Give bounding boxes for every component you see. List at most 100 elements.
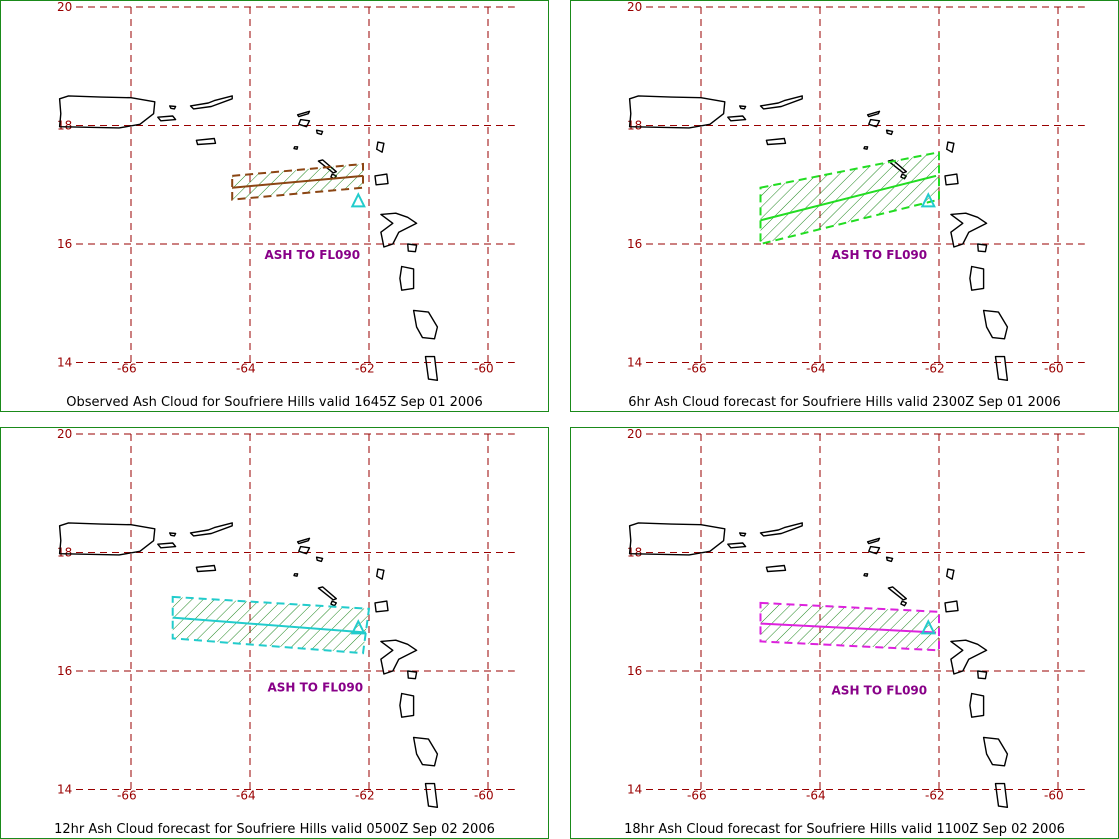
vieques-coast: [157, 542, 177, 549]
barbuda-coast: [946, 568, 955, 580]
nevis-coast: [330, 600, 337, 607]
dominica-coast: [969, 692, 985, 718]
antigua-coast: [374, 173, 389, 186]
panel-caption: 6hr Ash Cloud forecast for Soufriere Hil…: [628, 395, 1061, 410]
st-barts-coast: [885, 556, 894, 563]
panel-caption: 18hr Ash Cloud forecast for Soufriere Hi…: [624, 822, 1065, 837]
coastlines: [58, 522, 439, 808]
lat-label: 14: [627, 783, 642, 797]
puerto-rico-coast: [628, 95, 726, 129]
puerto-rico-coast: [58, 522, 156, 556]
st-croix-coast: [195, 137, 217, 146]
st-croix-coast: [765, 564, 787, 573]
st-barts-coast: [315, 556, 324, 563]
lon-label: -64: [236, 789, 256, 803]
ash-cloud-map-svg: 20 18 16 14 -66 -64 -62 -60 ASH TO FL090: [627, 1, 1085, 381]
ash-altitude-label: ASH TO FL090: [832, 684, 928, 698]
st-barts-coast: [315, 129, 324, 136]
coastlines: [58, 95, 439, 381]
puerto-rico-coast: [58, 95, 156, 129]
virgin-islands-coast: [189, 522, 233, 537]
puerto-rico-coast: [628, 522, 726, 556]
saba-coast: [293, 146, 299, 150]
lat-label: 20: [57, 1, 72, 14]
anguilla-coast: [866, 110, 881, 118]
lon-label: -66: [117, 362, 137, 376]
volcano-triangle-icon: [920, 192, 936, 208]
lon-label: -62: [355, 362, 375, 376]
lon-label: -64: [806, 789, 826, 803]
nevis-coast: [900, 600, 907, 607]
ash-altitude-label: ASH TO FL090: [267, 681, 363, 695]
coastlines: [628, 95, 1009, 381]
lat-lon-grid: [76, 6, 515, 363]
virgin-islands-coast: [759, 95, 803, 110]
st-kitts-coast: [317, 586, 337, 601]
volcano-triangle-icon: [350, 192, 366, 208]
st-lucia-coast: [424, 782, 439, 808]
martinique-coast: [412, 736, 439, 767]
st-lucia-coast: [994, 355, 1009, 381]
lon-label: -66: [687, 362, 707, 376]
st-martin-coast: [868, 545, 881, 555]
virgin-islands-coast: [189, 95, 233, 110]
antigua-coast: [944, 173, 959, 186]
vieques-coast: [727, 542, 747, 549]
panel-caption: Observed Ash Cloud for Soufriere Hills v…: [66, 395, 483, 410]
vieques-coast: [727, 115, 747, 122]
anguilla-coast: [296, 537, 311, 545]
lat-label: 14: [57, 783, 72, 797]
martinique-coast: [982, 309, 1009, 340]
ash-cloud-map-svg: 20 18 16 14 -66 -64 -62 -60 ASH TO FL090: [57, 1, 515, 381]
culebra-coast: [168, 532, 177, 537]
lat-label: 14: [627, 356, 642, 370]
ash-trajectory-line: [760, 174, 937, 222]
ash-trajectory-line: [232, 174, 364, 189]
lat-label: 18: [57, 546, 72, 560]
martinique-coast: [982, 736, 1009, 767]
lat-label: 18: [57, 119, 72, 133]
ash-altitude-label: ASH TO FL090: [265, 248, 361, 262]
vieques-coast: [157, 115, 177, 122]
lon-label: -66: [117, 789, 137, 803]
st-lucia-coast: [994, 782, 1009, 808]
ash-trajectory-line: [172, 616, 367, 634]
lat-lon-grid: [76, 433, 515, 790]
coastlines: [628, 522, 1009, 808]
panel-caption: 12hr Ash Cloud forecast for Soufriere Hi…: [54, 822, 495, 837]
st-croix-coast: [195, 564, 217, 573]
guadeloupe-coast: [950, 639, 988, 675]
st-barts-coast: [885, 129, 894, 136]
st-martin-coast: [298, 545, 311, 555]
lat-label: 16: [57, 237, 72, 251]
lon-label: -62: [355, 789, 375, 803]
virgin-islands-coast: [759, 522, 803, 537]
barbuda-coast: [376, 568, 385, 580]
st-kitts-coast: [887, 586, 907, 601]
dominica-coast: [399, 265, 415, 291]
antigua-coast: [944, 600, 959, 613]
guadeloupe-coast: [380, 639, 418, 675]
st-croix-coast: [765, 137, 787, 146]
map-panel-18hr-forecast: 20 18 16 14 -66 -64 -62 -60 ASH TO FL090 18hr As…: [570, 427, 1119, 839]
marie-galante-coast: [977, 243, 988, 253]
antigua-coast: [374, 600, 389, 613]
ash-cloud-map-svg: 20 18 16 14 -66 -64 -62 -60 ASH TO FL090: [627, 428, 1085, 808]
saba-coast: [293, 573, 299, 577]
st-lucia-coast: [424, 355, 439, 381]
culebra-coast: [168, 105, 177, 110]
st-martin-coast: [868, 118, 881, 128]
lat-label: 16: [57, 664, 72, 678]
lat-label: 18: [627, 546, 642, 560]
lon-label: -60: [1044, 362, 1064, 376]
saba-coast: [863, 146, 869, 150]
lon-label: -62: [925, 789, 945, 803]
lon-label: -62: [925, 362, 945, 376]
st-martin-coast: [298, 118, 311, 128]
ash-cloud-map-svg: 20 18 16 14 -66 -64 -62 -60 ASH TO FL090: [57, 428, 515, 808]
lat-lon-grid: [646, 6, 1085, 363]
lat-label: 20: [57, 428, 72, 441]
lat-lon-grid: [646, 433, 1085, 790]
culebra-coast: [738, 105, 747, 110]
volcano-triangle-icon: [350, 619, 366, 635]
